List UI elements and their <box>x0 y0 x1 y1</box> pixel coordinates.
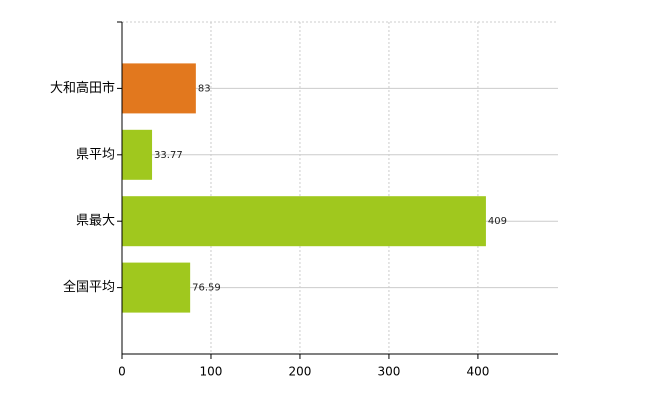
bar <box>122 129 153 180</box>
bar <box>122 262 191 313</box>
y-tick-label: 県平均 <box>76 147 115 162</box>
value-label: 409 <box>488 216 507 227</box>
y-tick-label: 全国平均 <box>63 279 115 295</box>
value-label: 76.59 <box>192 283 221 294</box>
x-tick-label: 300 <box>377 365 400 379</box>
x-tick-label: 400 <box>466 365 489 379</box>
y-tick-label: 大和高田市 <box>50 80 115 96</box>
x-tick-label: 200 <box>289 365 312 379</box>
y-tick-label: 県最大 <box>76 214 115 229</box>
value-label: 33.77 <box>154 150 183 161</box>
bar <box>122 63 196 114</box>
value-label: 83 <box>198 83 211 94</box>
x-tick-label: 100 <box>200 365 223 379</box>
x-tick-label: 0 <box>118 365 126 379</box>
bar <box>122 196 486 247</box>
